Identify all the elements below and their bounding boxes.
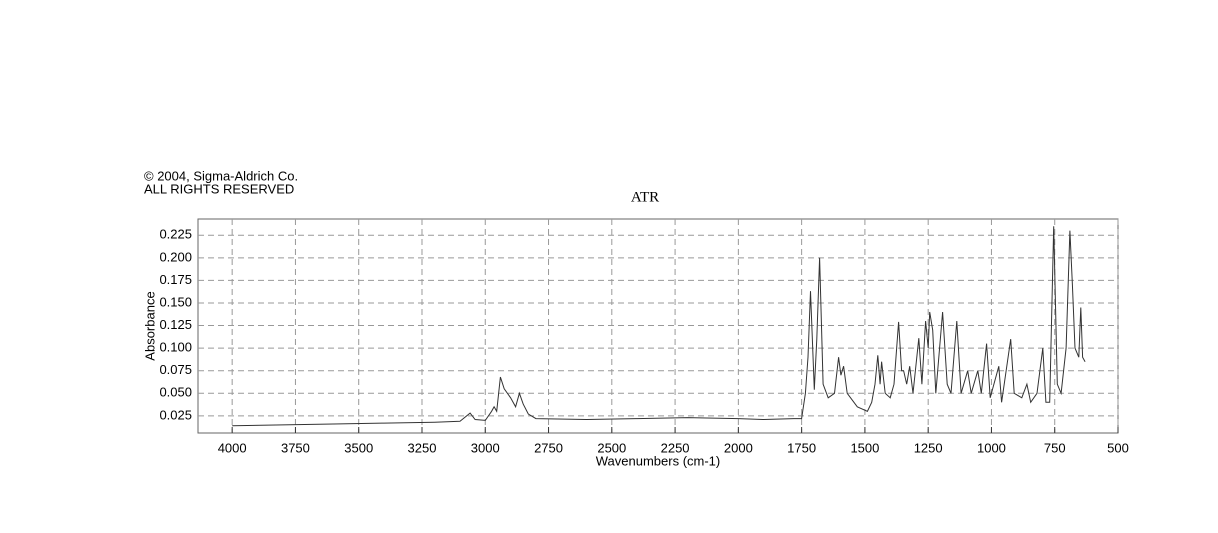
- x-tick-label: 3000: [471, 440, 500, 455]
- y-tick-label: 0.200: [159, 249, 192, 264]
- y-tick-label: 0.225: [159, 227, 192, 242]
- spectrum-line: [232, 226, 1086, 427]
- chart-title: ATR: [631, 189, 659, 205]
- x-tick-label: 3250: [408, 440, 437, 455]
- y-axis-label: Absorbance: [142, 291, 157, 360]
- x-tick-label: 1500: [850, 440, 879, 455]
- copyright: © 2004, Sigma-Aldrich Co.: [144, 168, 298, 183]
- x-tick-label: 3500: [344, 440, 373, 455]
- copyright: ALL RIGHTS RESERVED: [144, 181, 294, 196]
- x-tick-label: 2000: [724, 440, 753, 455]
- x-tick-label: 2250: [661, 440, 690, 455]
- x-tick-label: 1000: [977, 440, 1006, 455]
- x-tick-label: 1750: [787, 440, 816, 455]
- y-tick-label: 0.125: [159, 317, 192, 332]
- x-tick-label: 750: [1044, 440, 1066, 455]
- y-tick-label: 0.050: [159, 385, 192, 400]
- x-tick-label: 2500: [597, 440, 626, 455]
- x-tick-label: 4000: [218, 440, 247, 455]
- x-tick-label: 500: [1107, 440, 1129, 455]
- x-tick-label: 2750: [534, 440, 563, 455]
- x-axis-label: Wavenumbers (cm-1): [596, 453, 720, 468]
- y-tick-label: 0.075: [159, 362, 192, 377]
- x-tick-label: 1250: [914, 440, 943, 455]
- y-tick-label: 0.150: [159, 294, 192, 309]
- y-tick-label: 0.100: [159, 340, 192, 355]
- y-tick-label: 0.175: [159, 272, 192, 287]
- y-tick-label: 0.025: [159, 407, 192, 422]
- x-tick-label: 3750: [281, 440, 310, 455]
